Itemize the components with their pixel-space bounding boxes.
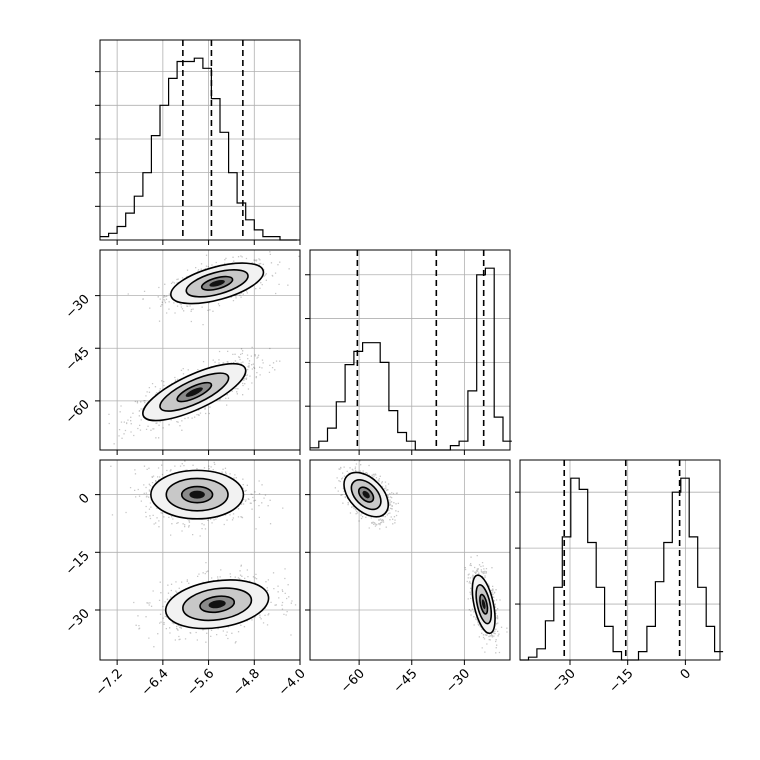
histogram-step [310,267,512,451]
x-tick-label: −7.2 [93,666,126,699]
panel-frame [99,39,301,241]
panel-content [110,460,297,648]
panel-frame [309,459,511,661]
x-tick-label: −6.4 [139,666,172,699]
density-peak [185,387,203,397]
x-tick-label: 0 [678,666,694,682]
x-tick-label: −60 [338,666,368,696]
x-tick-label: −15 [607,666,637,696]
density-peak [209,279,225,287]
y-tick-label: −45 [63,344,93,374]
density-peak [208,600,226,609]
scatter-panel-1-2 [305,459,511,665]
panel-background [310,460,510,660]
panel-background [520,460,720,660]
density-peak [189,490,205,499]
y-tick-label: −30 [63,292,93,322]
panel-frame [519,459,721,661]
panel-background [100,40,300,240]
x-tick-label: −30 [549,666,579,696]
x-tick-label: −45 [391,666,421,696]
histogram-step [100,57,298,241]
histogram-panel-2 [515,459,724,665]
scatter-panel-0-2 [95,459,301,665]
x-tick-label: −30 [443,666,473,696]
histogram-panel-0 [95,39,301,245]
x-tick-label: −4.0 [276,666,309,699]
panel-background [310,250,510,450]
panel-frame [99,459,301,661]
scatter-panel-0-1 [95,249,301,455]
panel-content [334,460,508,654]
y-tick-label: 0 [76,491,92,507]
histogram-panel-1 [305,249,512,455]
panel-frame [309,249,511,451]
panel-content [108,251,300,445]
x-tick-label: −5.6 [184,666,217,699]
y-tick-label: −30 [63,606,93,636]
x-tick-label: −4.8 [230,666,263,699]
y-tick-label: −60 [63,397,93,427]
y-tick-label: −15 [63,549,93,579]
density-peak [362,490,370,499]
histogram-step [520,477,724,661]
panel-frame [99,249,301,451]
